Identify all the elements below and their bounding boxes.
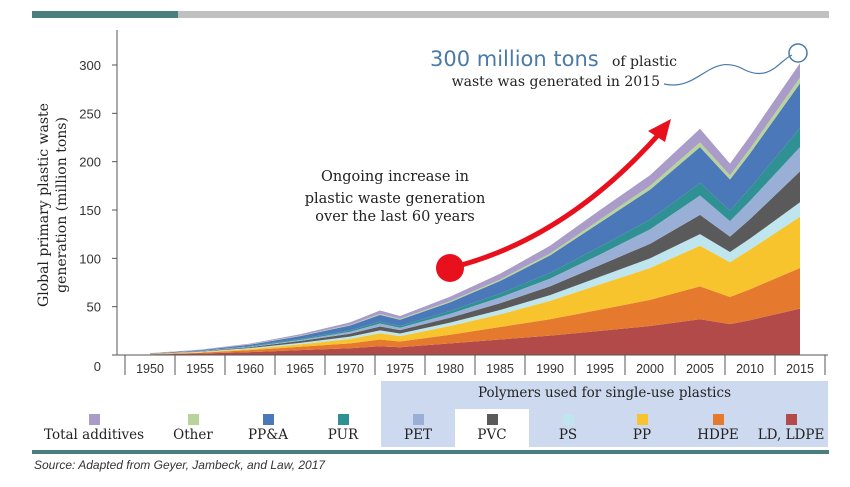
legend-label: PVC [477, 427, 507, 443]
legend-swatch [563, 414, 574, 425]
y-tick-label: 100 [79, 251, 101, 266]
y-tick-label: 50 [87, 300, 101, 315]
x-tick-label: 1960 [236, 362, 264, 376]
legend-item: LD, LDPE [741, 410, 841, 446]
legend-swatch [637, 414, 648, 425]
source-note: Source: Adapted from Geyer, Jambeck, and… [34, 458, 326, 472]
annotation-line-3: over the last 60 years [315, 209, 474, 225]
legend-swatch [263, 414, 274, 425]
y-tick-label: 150 [79, 203, 101, 218]
x-tick-label: 1995 [586, 362, 614, 376]
legend-item: PVC [442, 410, 542, 446]
legend-label: Other [173, 427, 213, 443]
legend-label: PUR [327, 427, 359, 443]
legend-item: PS [518, 410, 618, 446]
y-tick-label: 0 [94, 359, 101, 374]
callout-leader [663, 54, 793, 86]
legend-label: PP [632, 427, 652, 443]
callout-text-2: waste was generated in 2015 [452, 74, 660, 90]
y-axis-label: Global primary plastic waste generation (… [36, 103, 70, 307]
x-tick-label: 1970 [336, 362, 364, 376]
trend-start-dot [436, 254, 464, 282]
legend-item: Total additives [44, 410, 144, 446]
callout-text-1: of plastic [612, 54, 677, 70]
legend-swatch [188, 414, 199, 425]
annotation-line-2: plastic waste generation [305, 191, 486, 207]
callout-highlight: 300 million tons [430, 47, 599, 71]
x-tick-label: 1965 [286, 362, 314, 376]
legend-label: HDPE [697, 427, 739, 443]
legend-label: PET [404, 427, 432, 443]
legend-swatch [713, 414, 724, 425]
callout-marker [788, 43, 808, 63]
polymer-group-title: Polymers used for single-use plastics [477, 385, 731, 401]
footer-rule-bar [32, 450, 829, 454]
area-hdpe [150, 268, 800, 355]
legend-swatch [786, 414, 797, 425]
trend-arrowhead [648, 119, 671, 142]
legend-label: PS [558, 427, 578, 443]
area-pp-a [150, 83, 800, 354]
x-tick-label: 1990 [536, 362, 564, 376]
x-tick-label: 1955 [186, 362, 214, 376]
x-tick-label: 1975 [386, 362, 414, 376]
area-pp [150, 216, 800, 355]
header-accent-bar [32, 11, 178, 18]
x-tick-label: 1950 [136, 362, 164, 376]
legend-swatch [338, 414, 349, 425]
legend-item: PUR [293, 410, 393, 446]
legend-label: Total additives [44, 427, 145, 443]
legend-swatch [487, 414, 498, 425]
legend-item: Other [143, 410, 243, 446]
legend-item: PP [592, 410, 692, 446]
legend-item: PET [368, 410, 468, 446]
legend-item: PP&A [218, 410, 318, 446]
legend-label: LD, LDPE [757, 427, 825, 443]
x-tick-label: 2000 [636, 362, 664, 376]
y-tick-label: 200 [79, 155, 101, 170]
header-rule-bar [178, 11, 829, 18]
y-tick-label: 250 [79, 106, 101, 121]
x-tick-label: 2005 [686, 362, 714, 376]
legend-item: HDPE [668, 410, 768, 446]
area-ld-ldpe [150, 308, 800, 355]
legend-label: PP&A [248, 427, 288, 443]
legend-swatch [413, 414, 424, 425]
x-tick-label: 1980 [436, 362, 464, 376]
y-tick-label: 300 [79, 58, 101, 73]
x-tick-label: 2010 [736, 362, 764, 376]
x-tick-label: 1985 [486, 362, 514, 376]
trend-arrow [447, 130, 663, 271]
x-tick-label: 2015 [786, 362, 814, 376]
annotation-line-1: Ongoing increase in [321, 169, 469, 185]
legend-swatch [89, 414, 100, 425]
